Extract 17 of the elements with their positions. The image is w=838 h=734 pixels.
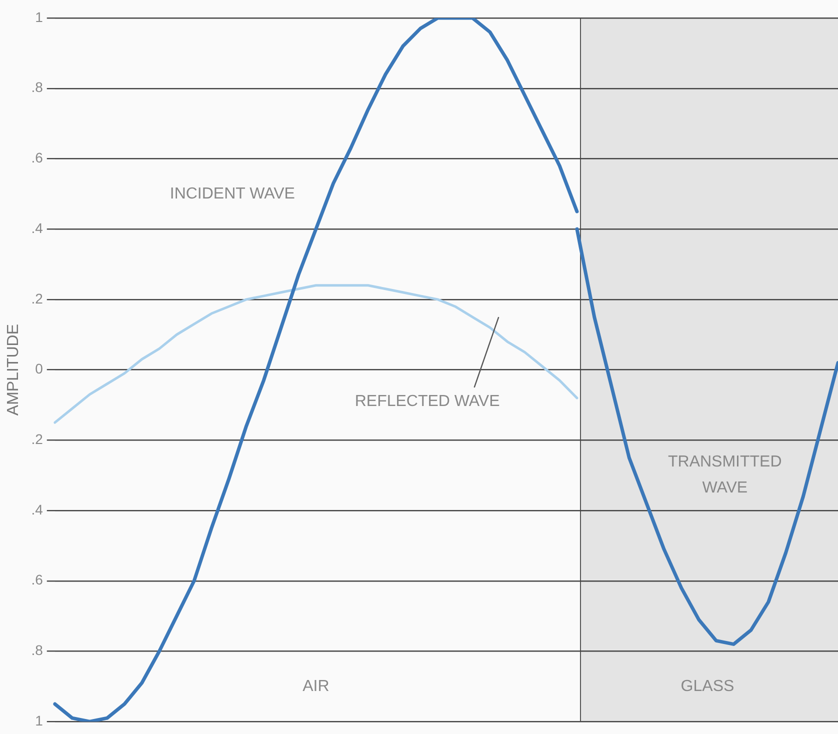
y-tick-label: .8 — [31, 642, 44, 658]
y-axis-title: AMPLITUDE — [5, 324, 22, 416]
annotation: GLASS — [680, 678, 734, 695]
y-tick-label: .2 — [31, 431, 44, 448]
y-tick-label: .8 — [31, 79, 44, 96]
annotation: AIR — [302, 678, 330, 695]
y-tick-label: 1 — [35, 712, 44, 728]
text: REFLECTED WAVE — [354, 392, 500, 410]
series-label: TRANSMITTED WAVE — [668, 454, 782, 497]
y-tick-label: .4 — [31, 220, 44, 236]
y-tick-label: .6 — [31, 572, 44, 588]
y-tick-label: 1 — [35, 8, 44, 25]
y-tick-label: .6 — [31, 150, 44, 166]
y-tick-label: .4 — [31, 501, 44, 518]
y-tick-label: 0 — [35, 360, 44, 377]
y-tick-label: .2 — [31, 290, 44, 306]
series-label: INCIDENT WAVE — [170, 185, 295, 202]
